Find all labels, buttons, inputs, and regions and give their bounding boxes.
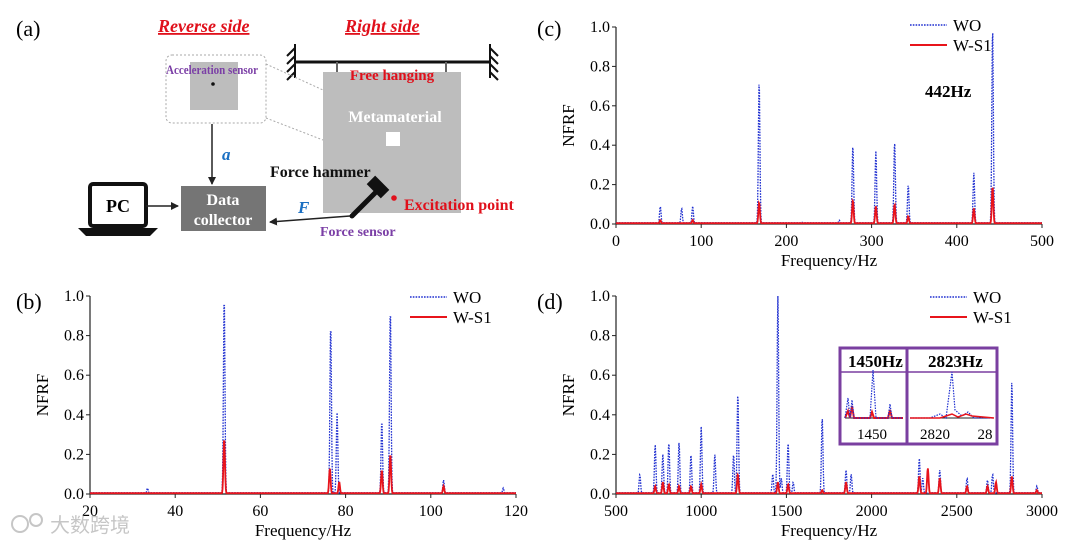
y-tick-label: 0.8 (64, 328, 84, 345)
watermark-text: 大数跨境 (50, 514, 130, 537)
chart-d-inset: 1450Hz 2823Hz 1450 2820 28 (838, 346, 999, 446)
data-collector-box (181, 186, 266, 231)
y-tick-label: 0.4 (590, 137, 610, 154)
acceleration-sensor-label: Acceleration sensor (166, 62, 258, 77)
chart-c: 0 100 200 300 400 500 0.0 0.2 0.4 0.6 0.8 1.0 Freque… (559, 16, 1054, 270)
x-tick-label: 120 (504, 503, 528, 520)
series-line-wo (90, 304, 516, 494)
y-axis-label: NFRF (559, 104, 578, 147)
x-axis-label: Frequency/Hz (781, 521, 878, 540)
series-line-w-s1 (616, 187, 1042, 225)
x-tick-label: 500 (604, 503, 628, 520)
x-tick-label: 2000 (856, 503, 888, 520)
y-tick-label: 0.6 (590, 367, 610, 384)
signal-a-label: a (222, 145, 231, 164)
legend-label: W-S1 (953, 36, 992, 55)
legend-label: WO (953, 16, 981, 35)
metamaterial-label: Metamaterial (348, 109, 442, 126)
legend-label: WO (453, 288, 481, 307)
x-tick-label: 300 (860, 233, 884, 250)
watermark: 大数跨境 (11, 513, 130, 537)
wall-support-icon (286, 44, 499, 81)
panel-label-b: (b) (16, 289, 42, 314)
inset-label-1450: 1450Hz (848, 352, 903, 371)
y-tick-label: 1.0 (590, 288, 610, 305)
signal-f-label: F (297, 198, 310, 217)
x-tick-label: 1500 (770, 503, 802, 520)
legend-label: W-S1 (453, 308, 492, 327)
y-tick-label: 0.2 (590, 446, 610, 463)
excitation-point-label: Excitation point (404, 197, 514, 214)
x-tick-label: 200 (774, 233, 798, 250)
x-axis-label: Frequency/Hz (781, 251, 878, 270)
laptop-icon (78, 182, 158, 236)
x-tick-label: 100 (419, 503, 443, 520)
y-tick-label: 1.0 (590, 19, 610, 36)
data-collector-label-2: collector (194, 212, 253, 229)
series-line-w-s1 (90, 440, 516, 495)
reverse-side-frame (165, 54, 267, 124)
inset-label-2823: 2823Hz (928, 352, 983, 371)
y-tick-label: 0.8 (590, 58, 610, 75)
peak-annotation: 442Hz (925, 82, 972, 101)
free-hanging-label: Free hanging (350, 68, 435, 84)
x-tick-label: 400 (945, 233, 969, 250)
x-tick-label: 80 (338, 503, 354, 520)
y-tick-label: 0.8 (590, 328, 610, 345)
legend-label: WO (973, 288, 1001, 307)
panel-label-d: (d) (537, 289, 563, 314)
y-tick-label: 0.2 (590, 177, 610, 194)
x-tick-label: 40 (167, 503, 183, 520)
excitation-point-marker (391, 195, 397, 201)
panel-label-a: (a) (16, 16, 40, 41)
x-tick-label: 20 (82, 503, 98, 520)
y-tick-label: 0.0 (590, 216, 610, 233)
x-tick-label: 2500 (941, 503, 973, 520)
y-axis-label: NFRF (33, 374, 52, 417)
x-axis-label: Frequency/Hz (255, 521, 352, 540)
sensor-plate (190, 62, 238, 110)
inset-tick-1450: 1450 (857, 427, 887, 443)
inset-frame (838, 346, 999, 446)
y-tick-label: 0.4 (64, 407, 84, 424)
y-tick-label: 0.6 (64, 367, 84, 384)
series-line-w-s1 (616, 468, 1042, 495)
y-tick-label: 1.0 (64, 288, 84, 305)
x-tick-label: 3000 (1026, 503, 1058, 520)
x-tick-label: 1000 (685, 503, 717, 520)
metamaterial-cell (386, 132, 400, 146)
chart-b: 20 40 60 80 100 120 0.0 0.2 0.4 0.6 0.8 1.0 Frequenc… (33, 288, 528, 540)
y-tick-label: 0.0 (590, 486, 610, 503)
series-line-wo (616, 33, 1042, 224)
inset-tick-28: 28 (978, 427, 993, 443)
x-tick-label: 500 (1030, 233, 1054, 250)
force-hammer-label: Force hammer (270, 164, 371, 181)
y-tick-label: 0.4 (590, 407, 610, 424)
y-axis-label: NFRF (559, 374, 578, 417)
panel-a-diagram: (a) Reverse side Right side Free hanging… (16, 16, 514, 240)
hammer-icon (349, 175, 390, 219)
inset-tick-2820: 2820 (920, 427, 950, 443)
reverse-side-label: Reverse side (157, 16, 249, 36)
y-tick-label: 0.2 (64, 446, 84, 463)
chart-d: 500 1000 1500 2000 2500 3000 0.0 0.2 0.4 0.6 0.8 1.… (559, 288, 1058, 540)
y-tick-label: 0.6 (590, 98, 610, 115)
y-tick-label: 0.0 (64, 486, 84, 503)
panel-label-c: (c) (537, 16, 561, 41)
x-tick-label: 0 (612, 233, 620, 250)
legend-label: W-S1 (973, 308, 1012, 327)
force-sensor-label: Force sensor (320, 225, 396, 240)
x-tick-label: 100 (689, 233, 713, 250)
pc-label: PC (106, 196, 130, 216)
right-side-label: Right side (344, 16, 420, 36)
x-tick-label: 60 (252, 503, 268, 520)
data-collector-label-1: Data (207, 192, 240, 209)
